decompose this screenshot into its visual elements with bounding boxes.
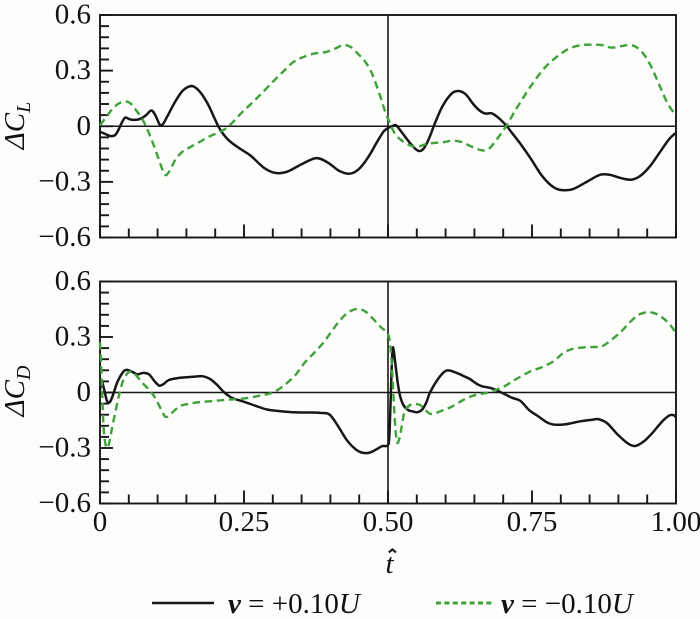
svg-text:v = +0.10U: v = +0.10U — [228, 588, 362, 619]
svg-text:t: t — [386, 548, 395, 580]
svg-text:ΔCD: ΔCD — [0, 365, 35, 417]
svg-text:−0.6: −0.6 — [38, 487, 91, 519]
svg-text:0: 0 — [77, 110, 92, 142]
svg-text:0.6: 0.6 — [55, 0, 91, 31]
svg-text:−0.3: −0.3 — [38, 165, 91, 197]
svg-text:0.6: 0.6 — [55, 265, 91, 297]
svg-text:1.00: 1.00 — [651, 506, 700, 538]
svg-text:v = −0.10U: v = −0.10U — [501, 588, 635, 619]
svg-text:0.75: 0.75 — [507, 506, 558, 538]
svg-text:0.3: 0.3 — [55, 54, 91, 86]
svg-text:0.25: 0.25 — [219, 506, 270, 538]
svg-text:−0.3: −0.3 — [38, 432, 91, 464]
svg-text:0.50: 0.50 — [363, 506, 414, 538]
svg-text:0.3: 0.3 — [55, 321, 91, 353]
svg-text:0: 0 — [93, 506, 108, 538]
svg-text:ΔCL: ΔCL — [0, 102, 35, 151]
svg-text:−0.6: −0.6 — [38, 221, 91, 253]
svg-text:0: 0 — [77, 376, 92, 408]
